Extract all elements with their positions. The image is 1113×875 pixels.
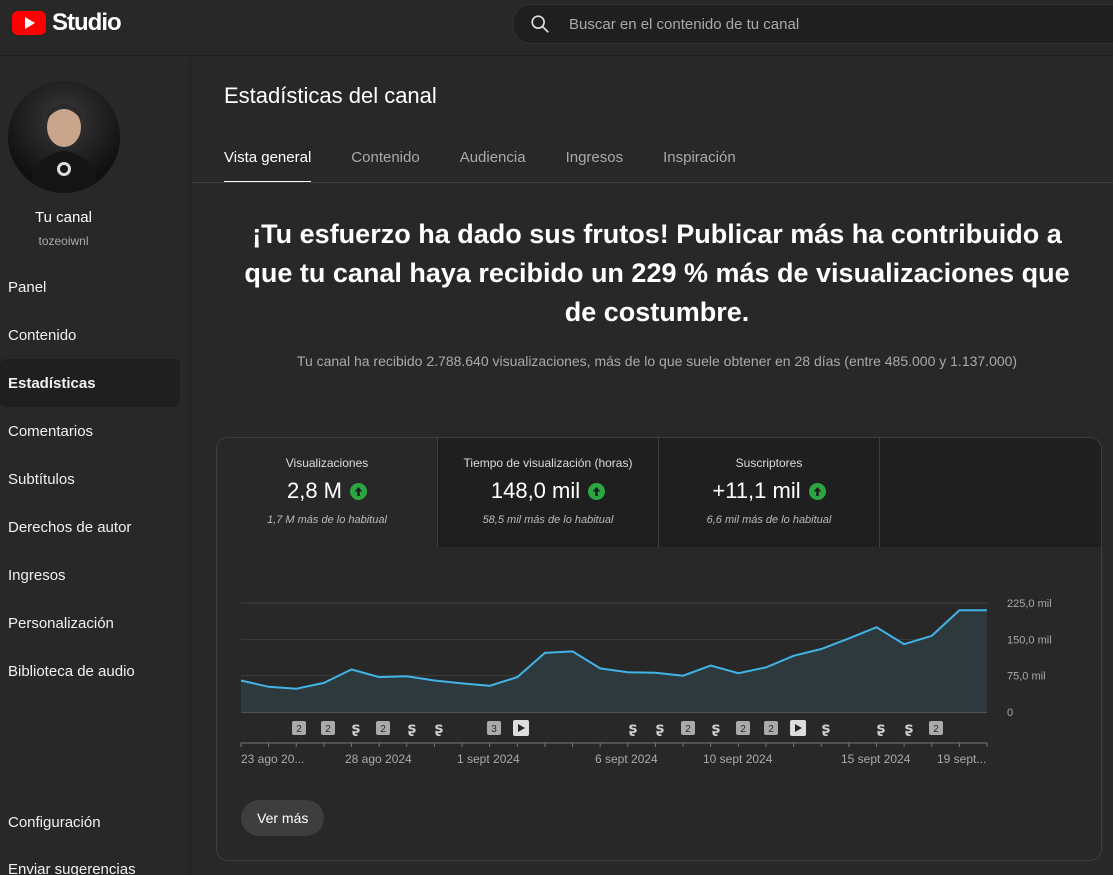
upload-count-marker: [376, 721, 390, 735]
upload-count-label: 2: [296, 724, 302, 735]
series-area: [241, 610, 987, 712]
metric-label: Tiempo de visualización (horas): [463, 456, 633, 470]
insight-headline: ¡Tu esfuerzo ha dado sus frutos! Publica…: [244, 219, 1070, 327]
sidebar-item-configuracion[interactable]: Configuración: [8, 814, 101, 831]
sidebar-item-ingresos[interactable]: Ingresos: [8, 566, 66, 584]
metric-value: +11,1 mil: [712, 478, 801, 503]
sidebar-item-personalizacion[interactable]: Personalización: [8, 614, 114, 632]
x-tick-label: 6 sept 2024: [595, 752, 658, 766]
metric-value-row: 2,8 M: [217, 478, 437, 504]
shorts-marker-icon: ʂ: [877, 719, 886, 737]
shorts-marker-icon: ʂ: [352, 719, 361, 737]
main-content: Estadísticas del canal Vista general Con…: [192, 57, 1113, 875]
sidebar-item-derechos[interactable]: Derechos de autor: [8, 518, 132, 536]
overview-card: Visualizaciones 2,8 M 1,7 M más de lo ha…: [216, 437, 1102, 861]
metric-sub: 1,7 M más de lo habitual: [267, 514, 387, 526]
upload-count-label: 2: [380, 724, 386, 735]
upload-count-label: 2: [325, 724, 331, 735]
arrow-up-icon: [588, 482, 606, 500]
shorts-marker-icon: ʂ: [435, 719, 444, 737]
y-tick-label: 225,0 mil: [1007, 598, 1052, 610]
sidebar-item-panel[interactable]: Panel: [8, 278, 47, 296]
metric-subscribers[interactable]: Suscriptores +11,1 mil 6,6 mil más de lo…: [659, 438, 880, 547]
sidebar-item-biblioteca[interactable]: Biblioteca de audio: [8, 662, 135, 680]
metric-views[interactable]: Visualizaciones 2,8 M 1,7 M más de lo ha…: [217, 438, 438, 547]
tab-contenido[interactable]: Contenido: [351, 149, 420, 166]
avatar[interactable]: [8, 81, 120, 193]
studio-logo[interactable]: Studio: [12, 9, 122, 36]
x-tick-label: 19 sept...: [937, 752, 986, 766]
avatar-image: [30, 104, 98, 193]
y-tick-label: 150,0 mil: [1007, 634, 1052, 646]
sidebar-item-estadisticas[interactable]: Estadísticas: [0, 359, 180, 407]
sidebar-nav: Panel Contenido Estadísticas Comentarios…: [0, 263, 191, 695]
upload-count-label: 2: [685, 724, 691, 735]
shorts-marker-icon: ʂ: [822, 719, 831, 737]
tab-bar: Vista general Contenido Audiencia Ingres…: [224, 137, 776, 183]
tab-audiencia[interactable]: Audiencia: [459, 149, 526, 166]
metric-label: Visualizaciones: [285, 456, 369, 470]
arrow-up-icon: [808, 482, 826, 500]
tab-vista-general[interactable]: Vista general: [224, 137, 312, 183]
sidebar: Tu canal tozeoiwnl Panel Contenido Estad…: [0, 57, 191, 875]
metric-watch-time[interactable]: Tiempo de visualización (horas) 148,0 mi…: [438, 438, 659, 547]
sidebar-item-comentarios[interactable]: Comentarios: [8, 422, 94, 440]
upload-count-marker: [929, 721, 943, 735]
metric-sub: 58,5 mil más de lo habitual: [482, 514, 614, 526]
upload-count-marker: [764, 721, 778, 735]
shorts-marker-icon: ʂ: [712, 719, 721, 737]
sidebar-item-sugerencias[interactable]: Enviar sugerencias: [8, 861, 136, 875]
upload-count-marker: [736, 721, 750, 735]
shorts-marker-icon: ʂ: [408, 719, 417, 737]
upload-count-marker: [681, 721, 695, 735]
upload-count-label: 3: [491, 724, 497, 735]
search-input[interactable]: [569, 15, 1069, 33]
upload-count-label: 2: [768, 724, 774, 735]
logo-text: Studio: [52, 9, 122, 36]
metric-sub: 6,6 mil más de lo habitual: [706, 514, 832, 526]
upload-count-marker: [292, 721, 306, 735]
tab-inspiracion[interactable]: Inspiración: [663, 149, 736, 166]
metric-value: 148,0 mil: [490, 478, 581, 503]
x-tick-label: 1 sept 2024: [457, 752, 520, 766]
youtube-logo-icon: [12, 11, 46, 35]
metric-tabs: Visualizaciones 2,8 M 1,7 M más de lo ha…: [217, 438, 1101, 547]
see-more-button[interactable]: Ver más: [241, 800, 325, 836]
metric-empty-slot: [880, 438, 1101, 547]
sidebar-bottom-nav: Configuración Enviar sugerencias: [0, 799, 191, 875]
play-icon: [518, 724, 525, 732]
tabs-divider: [192, 182, 1113, 183]
metric-value: 2,8 M: [286, 478, 343, 503]
shorts-marker-icon: ʂ: [629, 719, 638, 737]
upload-count-marker: [321, 721, 335, 735]
y-tick-label: 75,0 mil: [1007, 671, 1046, 683]
shorts-marker-icon: ʂ: [905, 719, 914, 737]
sidebar-item-subtitulos[interactable]: Subtítulos: [8, 470, 75, 488]
upload-count-label: 2: [740, 724, 746, 735]
search-box[interactable]: [512, 4, 1113, 44]
metric-value-row: 148,0 mil: [438, 478, 658, 504]
page-title: Estadísticas del canal: [224, 83, 437, 108]
sidebar-item-contenido[interactable]: Contenido: [8, 326, 77, 344]
x-tick-label: 28 ago 2024: [345, 752, 412, 766]
metric-value-row: +11,1 mil: [659, 478, 879, 504]
play-icon: [795, 724, 802, 732]
search-icon[interactable]: [529, 13, 551, 35]
y-tick-label: 0: [1007, 707, 1013, 719]
upload-count-label: 2: [933, 724, 939, 735]
metric-label: Suscriptores: [735, 456, 803, 470]
x-tick-label: 23 ago 20...: [241, 752, 304, 766]
channel-handle: tozeoiwnl: [38, 234, 89, 248]
tab-ingresos[interactable]: Ingresos: [565, 149, 624, 166]
insight-subline: Tu canal ha recibido 2.788.640 visualiza…: [296, 353, 1018, 369]
shorts-marker-icon: ʂ: [656, 719, 665, 737]
upload-count-marker: [487, 721, 501, 735]
series-line: [240, 609, 987, 690]
top-bar: Studio: [0, 0, 1113, 56]
arrow-up-icon: [350, 482, 368, 500]
x-tick-label: 10 sept 2024: [703, 752, 773, 766]
channel-name: Tu canal: [35, 209, 92, 226]
x-tick-label: 15 sept 2024: [841, 752, 911, 766]
